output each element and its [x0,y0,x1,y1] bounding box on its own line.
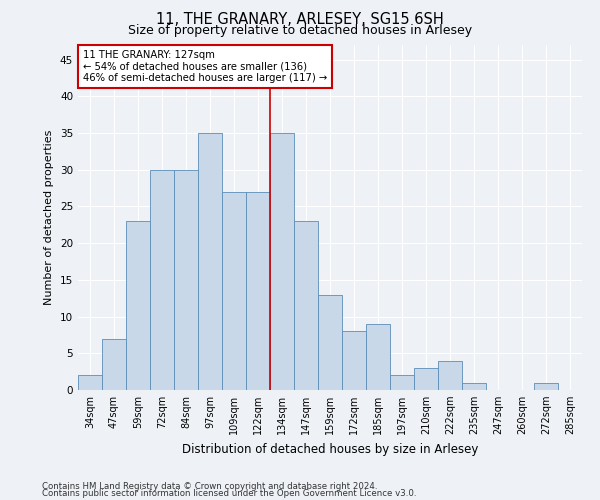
Bar [78,376,102,390]
Bar [390,376,414,390]
Bar [438,360,462,390]
Bar [534,382,558,390]
Bar [270,133,294,390]
Text: 11 THE GRANARY: 127sqm
← 54% of detached houses are smaller (136)
46% of semi-de: 11 THE GRANARY: 127sqm ← 54% of detached… [83,50,327,84]
Bar [126,221,150,390]
Bar [342,332,366,390]
Bar [462,382,486,390]
Bar [366,324,390,390]
Bar [222,192,246,390]
Bar [174,170,198,390]
Text: Contains public sector information licensed under the Open Government Licence v3: Contains public sector information licen… [42,489,416,498]
Bar [318,294,342,390]
Bar [294,221,318,390]
Text: Size of property relative to detached houses in Arlesey: Size of property relative to detached ho… [128,24,472,37]
Bar [198,133,222,390]
Text: Contains HM Land Registry data © Crown copyright and database right 2024.: Contains HM Land Registry data © Crown c… [42,482,377,491]
Bar [246,192,270,390]
X-axis label: Distribution of detached houses by size in Arlesey: Distribution of detached houses by size … [182,442,478,456]
Bar [102,338,126,390]
Bar [414,368,438,390]
Text: 11, THE GRANARY, ARLESEY, SG15 6SH: 11, THE GRANARY, ARLESEY, SG15 6SH [156,12,444,28]
Bar [150,170,174,390]
Y-axis label: Number of detached properties: Number of detached properties [44,130,55,305]
